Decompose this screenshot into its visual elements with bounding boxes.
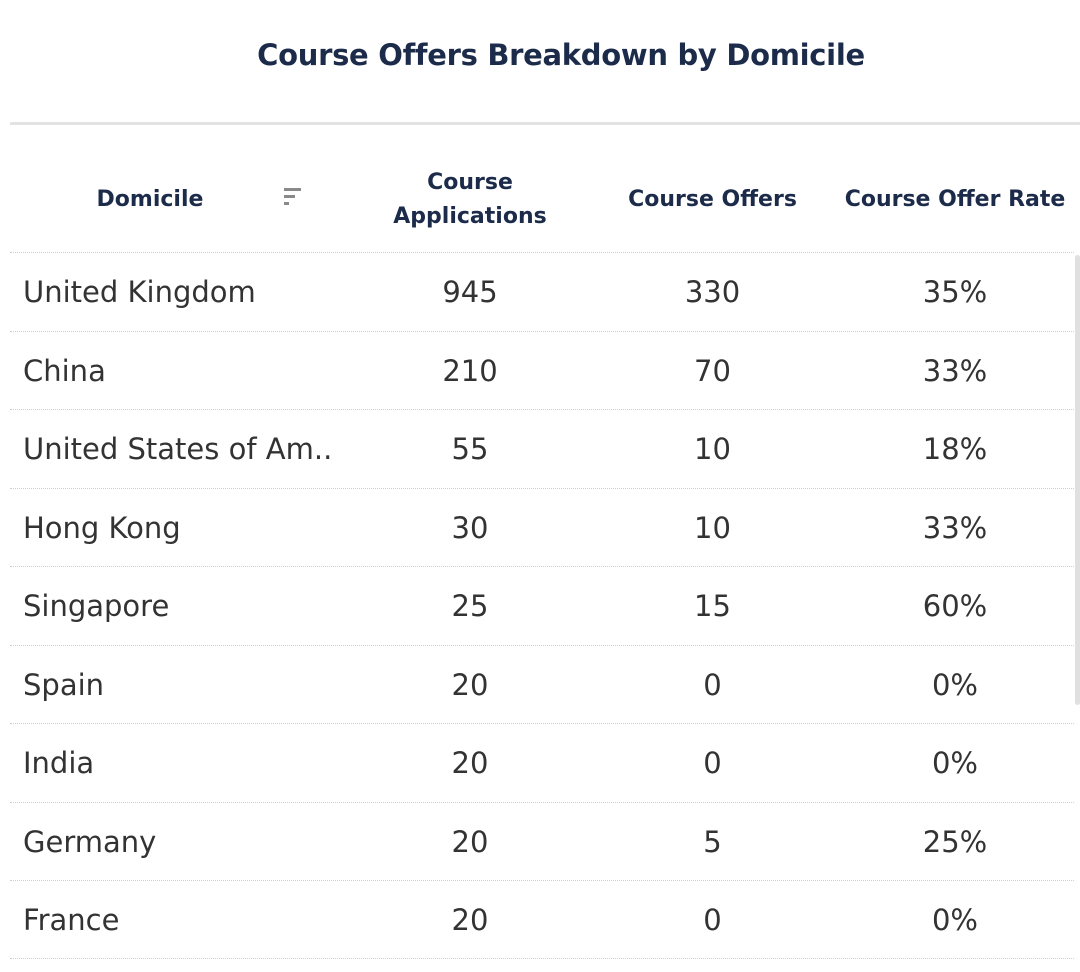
domicile-cell: Germany: [23, 824, 157, 859]
offers-cell: 330: [684, 275, 741, 309]
column-header-offers[interactable]: Course Offers: [628, 187, 797, 212]
rate-cell: 60%: [922, 589, 988, 623]
table-row[interactable]: Singapore 25 15 60%: [10, 566, 1074, 645]
table-row[interactable]: Spain 20 0 0%: [10, 644, 1074, 724]
column-header-applications-line2: Applications: [393, 204, 547, 229]
rate-cell: 0%: [931, 903, 978, 937]
column-header-applications-line1: Course: [427, 170, 513, 195]
rate-cell: 33%: [922, 510, 988, 545]
table-row[interactable]: United States of Am.. 55 10 18%: [10, 409, 1074, 488]
applications-cell: 20: [451, 824, 489, 859]
applications-cell: 210: [442, 353, 498, 388]
domicile-cell: India: [23, 746, 95, 780]
domicile-cell: China: [23, 353, 106, 388]
title-divider: [10, 122, 1080, 125]
domicile-cell: United Kingdom: [23, 275, 256, 309]
domicile-cell: Singapore: [23, 589, 170, 623]
offers-cell: 10: [694, 510, 731, 545]
offers-cell: 5: [703, 824, 722, 859]
table-row[interactable]: Hong Kong 30 10 33%: [10, 487, 1074, 567]
sort-descending-icon[interactable]: [283, 186, 305, 206]
rate-cell: 0%: [931, 667, 978, 702]
table-row[interactable]: France 20 0 0%: [10, 880, 1074, 959]
rate-cell: 25%: [922, 824, 988, 859]
offers-cell: 0: [703, 667, 722, 702]
offers-cell: 0: [703, 746, 722, 780]
applications-cell: 30: [451, 510, 489, 545]
table-row[interactable]: India 20 0 0%: [10, 723, 1074, 802]
offers-cell: 70: [694, 353, 731, 388]
table-row[interactable]: Germany 20 5 25%: [10, 801, 1074, 881]
applications-cell: 25: [451, 589, 489, 623]
applications-cell: 20: [451, 667, 489, 702]
column-header-rate[interactable]: Course Offer Rate: [844, 187, 1066, 212]
rate-cell: 33%: [922, 353, 988, 388]
table-row[interactable]: China 210 70 33%: [10, 330, 1074, 410]
rate-cell: 0%: [931, 746, 978, 780]
domicile-cell: Spain: [23, 667, 105, 702]
vertical-scrollbar[interactable]: [1075, 255, 1080, 705]
applications-cell: 945: [442, 275, 498, 309]
column-header-applications[interactable]: Course Applications: [360, 150, 580, 250]
domicile-cell: United States of Am..: [23, 432, 333, 466]
applications-cell: 55: [451, 432, 489, 466]
applications-cell: 20: [451, 903, 489, 937]
offers-cell: 15: [694, 589, 731, 623]
domicile-cell: Hong Kong: [23, 510, 181, 545]
offers-cell: 10: [694, 432, 731, 466]
offers-cell: 0: [703, 903, 722, 937]
domicile-cell: France: [23, 903, 120, 937]
applications-cell: 20: [451, 746, 489, 780]
table-row[interactable]: United Kingdom 945 330 35%: [10, 252, 1074, 331]
table-body: United Kingdom 945 330 35% China 210 70 33% Unit…: [10, 252, 1074, 959]
rate-cell: 35%: [922, 275, 988, 309]
chart-title: Course Offers Breakdown by Domicile: [257, 38, 865, 72]
column-header-domicile[interactable]: Domicile: [96, 187, 204, 212]
rate-cell: 18%: [922, 432, 988, 466]
table-header: Domicile Course Applications Course Offe…: [0, 150, 1080, 250]
